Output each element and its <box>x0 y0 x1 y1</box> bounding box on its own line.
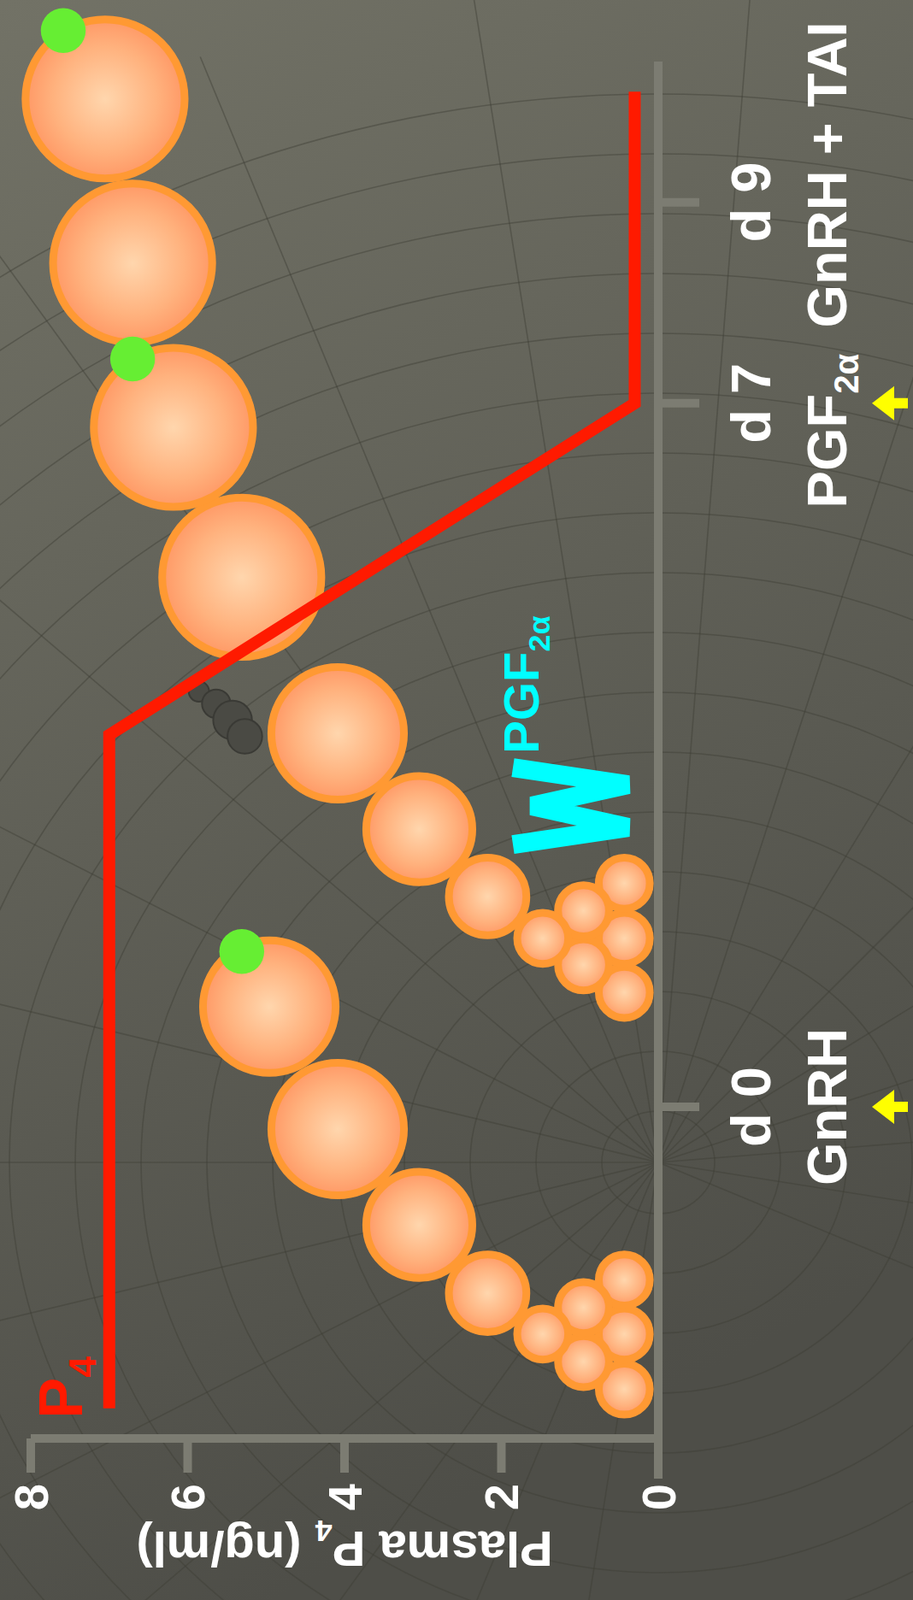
web-ring <box>0 153 913 1600</box>
y-tick <box>497 1438 507 1473</box>
text-part: + <box>795 106 859 155</box>
web-line <box>658 24 913 1163</box>
web-ring <box>0 273 913 1600</box>
regressing-cl <box>227 718 263 754</box>
background-web <box>0 0 913 1600</box>
web-ring <box>141 692 913 1600</box>
web-line <box>658 316 913 1163</box>
text-part: GnRH <box>795 1028 859 1186</box>
web-ring <box>338 871 913 1454</box>
web-ring <box>0 94 913 1600</box>
web-line <box>0 385 659 1163</box>
injection-arrow <box>871 1089 908 1125</box>
y-tick-label: 2 <box>474 1484 529 1511</box>
injection-arrow <box>871 386 908 421</box>
follicles <box>25 8 650 1416</box>
chart-root: 02468Plasma P4 (ng/ml)d 0d 7d 9GnRHPGF2α… <box>0 0 913 1600</box>
web-line <box>658 1068 913 1163</box>
web-line <box>0 1162 659 1443</box>
event-label: PGF2α <box>795 353 866 508</box>
x-tick-label: d 0 <box>719 1066 783 1148</box>
text-part: P <box>26 1378 95 1420</box>
text-part: GnRH <box>795 154 859 328</box>
series-label: P4 <box>26 1356 104 1420</box>
ovulation-dot <box>219 929 266 975</box>
web-ring <box>0 453 913 1600</box>
web-ring <box>9 572 913 1600</box>
y-tick <box>26 1438 36 1473</box>
text-part <box>301 1521 316 1578</box>
chart: 02468Plasma P4 (ng/ml)d 0d 7d 9GnRHPGF2α… <box>4 21 909 1578</box>
y-axis-title: Plasma P4 (ng/ml) <box>135 1513 553 1578</box>
follicle <box>365 776 472 883</box>
follicle <box>270 666 404 800</box>
plot-area <box>109 91 636 1408</box>
follicle <box>270 1062 404 1196</box>
text-part: 2α <box>827 353 866 394</box>
web-ring <box>0 333 913 1600</box>
text-part: Plasma <box>365 1521 553 1578</box>
x-tick <box>658 1102 700 1112</box>
y-tick <box>183 1438 193 1473</box>
p4-line <box>109 91 636 1408</box>
text-part: 2α <box>521 615 557 652</box>
x-tick-label: d 9 <box>719 162 783 243</box>
text-part: PGF <box>493 652 549 754</box>
text-part: 4 <box>61 1356 104 1379</box>
text-part: 4 <box>315 1513 333 1550</box>
web-ring <box>0 393 913 1600</box>
web-ring <box>0 213 913 1600</box>
web-ring <box>0 512 913 1600</box>
event-label: GnRH <box>795 1028 859 1186</box>
event-label: GnRH + TAI <box>795 21 859 328</box>
y-tick-label: 6 <box>160 1484 215 1511</box>
follicle <box>517 913 569 965</box>
web-line <box>658 537 913 1163</box>
text-part: P <box>332 1521 366 1578</box>
web-ring <box>75 632 913 1600</box>
ovulation-dot <box>41 8 87 54</box>
luteolysis-symbol <box>512 767 629 845</box>
follicle <box>53 183 213 343</box>
follicle <box>162 497 322 657</box>
web-ring <box>206 752 913 1573</box>
ovulation-dot <box>110 336 156 383</box>
text-part: PGF <box>795 394 859 509</box>
web-line <box>658 1162 913 1350</box>
x-tick-label: d 7 <box>719 363 783 444</box>
x-axis <box>653 61 663 1479</box>
web-line <box>658 1162 913 1600</box>
web-line <box>658 792 913 1163</box>
x-tick <box>658 198 700 207</box>
text-part: TAI <box>795 21 859 107</box>
text-part: (ng/ml) <box>135 1521 301 1578</box>
x-tick <box>658 399 700 408</box>
follicle <box>448 858 527 937</box>
y-tick <box>340 1438 349 1473</box>
follicle <box>365 1172 472 1279</box>
follicle <box>448 1254 527 1333</box>
y-tick-label: 0 <box>631 1484 686 1511</box>
y-tick-label: 8 <box>4 1484 59 1511</box>
y-tick-label: 4 <box>318 1484 372 1511</box>
follicle <box>517 1308 569 1361</box>
annotation: PGF2α <box>493 615 557 754</box>
